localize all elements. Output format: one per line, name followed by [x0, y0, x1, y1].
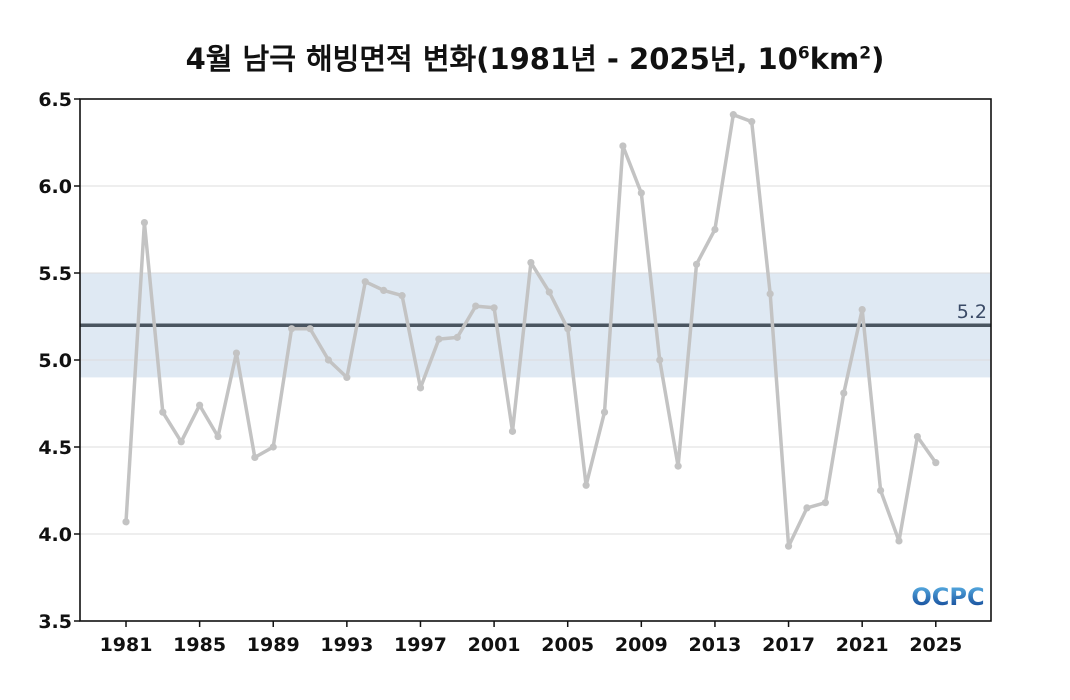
y-tick-label: 5.5: [38, 263, 72, 285]
y-tick-label: 6.0: [38, 176, 72, 198]
title-close-paren: ): [871, 42, 885, 76]
data-point: [637, 189, 645, 197]
data-point: [140, 218, 149, 227]
data-point: [435, 335, 443, 343]
data-point: [177, 438, 185, 446]
data-point: [159, 408, 167, 416]
data-point: [711, 225, 719, 234]
data-point: [288, 325, 296, 333]
data-point: [674, 462, 682, 470]
data-point: [932, 459, 940, 467]
gridlines: [80, 185, 991, 535]
x-tick-label: 1981: [100, 634, 153, 656]
x-tick-label: 2001: [468, 634, 521, 656]
y-tick-label: 4.5: [38, 437, 72, 459]
data-point: [453, 333, 461, 341]
data-point: [582, 481, 590, 489]
x-tick-label: 2013: [688, 634, 741, 656]
y-axis: 3.5 4.0 4.5 5.0 5.5 6.0 6.5: [38, 89, 80, 633]
data-point: [232, 349, 241, 357]
data-point: [306, 325, 314, 333]
x-tick-label: 1985: [173, 634, 226, 656]
data-point: [251, 453, 259, 462]
x-tick-label: 2009: [615, 634, 668, 656]
data-point: [214, 432, 222, 441]
data-point: [913, 432, 921, 441]
y-tick-label: 4.0: [38, 524, 72, 546]
chart-title: 4월 남극 해빙면적 변화(1981년 - 2025년, 106km2): [0, 36, 1070, 78]
data-point: [876, 486, 885, 495]
x-tick-label: 2005: [541, 634, 594, 656]
data-point: [122, 518, 130, 526]
reference-line-layer: 5.2: [80, 301, 991, 327]
data-point: [748, 118, 756, 126]
x-tick-label: 2021: [836, 634, 889, 656]
data-point: [269, 443, 277, 451]
data-point: [729, 111, 737, 119]
data-point: [564, 325, 572, 333]
y-tick-label: 5.0: [38, 350, 72, 372]
data-point: [545, 288, 553, 296]
y-tick-label: 3.5: [38, 611, 72, 633]
data-point: [416, 384, 425, 392]
data-point: [600, 408, 609, 416]
series-layer: [122, 111, 940, 550]
x-tick-label: 2025: [909, 634, 962, 656]
data-point: [656, 356, 664, 364]
data-point: [361, 278, 369, 286]
data-point: [784, 542, 793, 550]
data-point: [821, 499, 829, 507]
data-point: [343, 373, 351, 381]
data-point: [858, 305, 866, 314]
data-point: [380, 286, 388, 294]
y-tick-label: 6.5: [38, 89, 72, 111]
x-tick-label: 1997: [394, 634, 447, 656]
ocpc-logo: OCPC: [911, 583, 984, 611]
logo-text: OCPC: [911, 583, 984, 611]
mean-reference-label: 5.2: [957, 301, 987, 323]
data-point: [766, 290, 774, 298]
data-point: [895, 537, 903, 545]
data-point: [196, 401, 204, 409]
title-exponent-2: 2: [859, 43, 872, 64]
data-point: [398, 292, 406, 300]
x-tick-label: 2017: [762, 634, 815, 656]
data-point: [508, 427, 517, 435]
title-text: 4월 남극 해빙면적 변화(1981년 - 2025년, 10: [185, 42, 798, 76]
data-point: [840, 389, 848, 397]
title-unit: km: [809, 42, 860, 76]
title-exponent-6: 6: [797, 43, 810, 64]
data-point: [527, 258, 535, 267]
x-tick-label: 1993: [320, 634, 373, 656]
data-point: [619, 142, 627, 150]
data-point: [472, 302, 480, 310]
x-axis: 1981 1985 1989 1993 1997 2001 2005 2009 2013 2017…: [100, 621, 962, 656]
data-point: [692, 260, 701, 268]
x-tick-label: 1989: [247, 634, 300, 656]
data-point: [490, 304, 498, 312]
data-point: [803, 504, 811, 512]
data-point: [324, 356, 333, 364]
